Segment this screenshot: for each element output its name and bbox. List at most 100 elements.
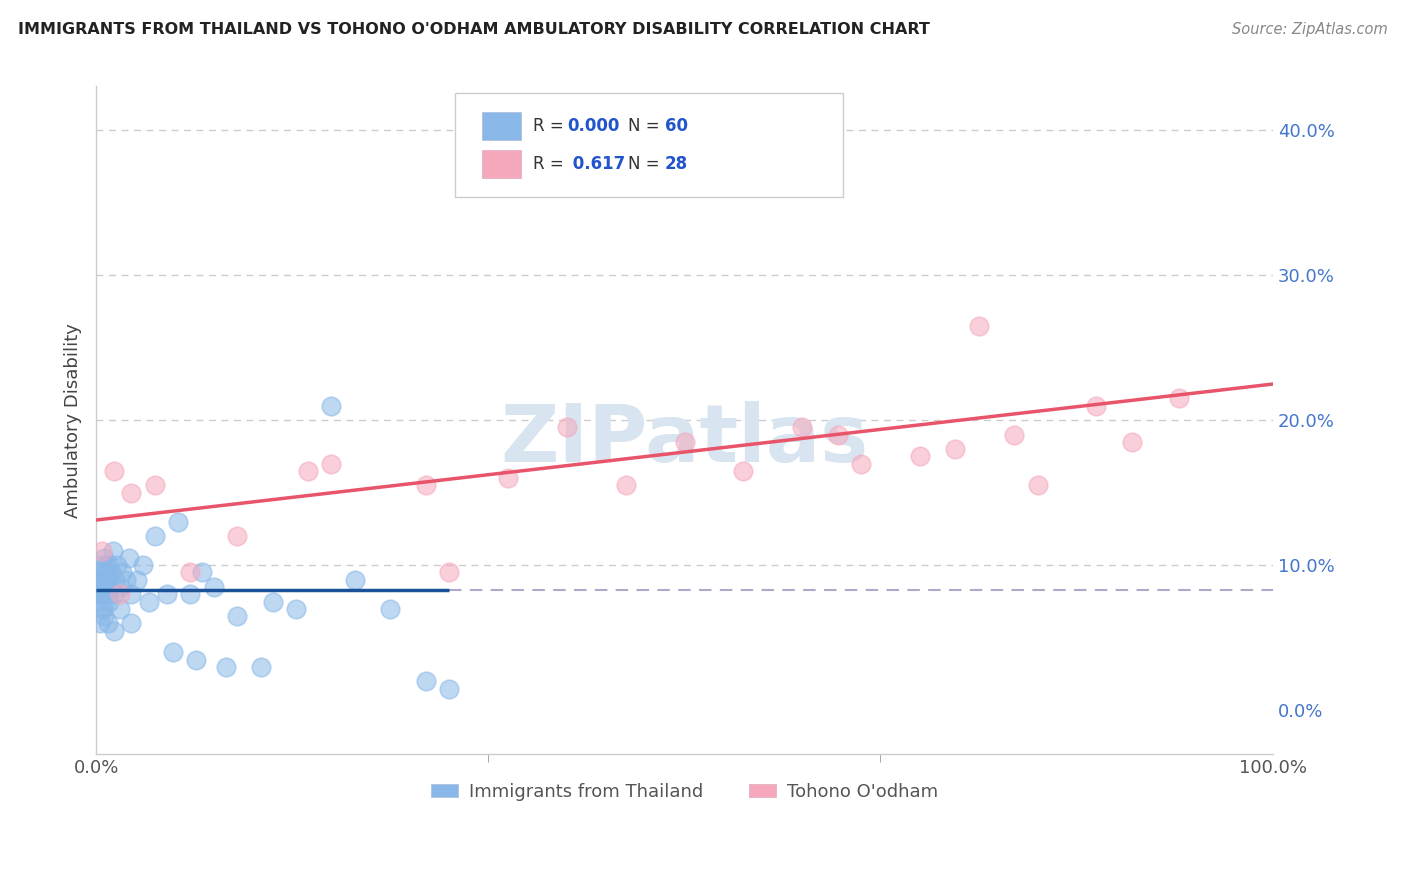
Point — [108, 601, 131, 615]
Text: 0.617: 0.617 — [567, 155, 626, 173]
Point — [1167, 392, 1189, 406]
Point — [156, 587, 179, 601]
Point — [98, 558, 121, 573]
Point — [733, 464, 755, 478]
Point — [96, 580, 118, 594]
Point — [250, 660, 273, 674]
Point — [1121, 434, 1143, 449]
Legend: Immigrants from Thailand, Tohono O'odham: Immigrants from Thailand, Tohono O'odham — [425, 776, 945, 808]
Point — [285, 601, 308, 615]
Point — [162, 645, 184, 659]
FancyBboxPatch shape — [482, 151, 522, 178]
Point — [89, 616, 111, 631]
Point — [91, 601, 114, 615]
Point — [226, 609, 249, 624]
Point — [91, 573, 114, 587]
Point — [97, 573, 120, 587]
Point — [415, 478, 437, 492]
Point — [90, 558, 112, 573]
Point — [111, 566, 134, 580]
Point — [908, 450, 931, 464]
Text: N =: N = — [628, 155, 665, 173]
Point — [179, 587, 201, 601]
Point — [89, 587, 111, 601]
Point — [138, 594, 160, 608]
Point — [415, 674, 437, 689]
Text: 28: 28 — [665, 155, 688, 173]
Text: R =: R = — [533, 155, 569, 173]
Text: Source: ZipAtlas.com: Source: ZipAtlas.com — [1232, 22, 1388, 37]
FancyBboxPatch shape — [456, 93, 844, 196]
Point — [108, 580, 131, 594]
Point — [344, 573, 367, 587]
Point — [94, 573, 117, 587]
Text: 60: 60 — [665, 117, 688, 135]
FancyBboxPatch shape — [482, 112, 522, 140]
Point — [120, 485, 142, 500]
Point — [179, 566, 201, 580]
Point — [1085, 399, 1108, 413]
Point — [967, 318, 990, 333]
Point — [87, 573, 110, 587]
Point — [127, 573, 149, 587]
Point — [555, 420, 578, 434]
Point — [86, 580, 108, 594]
Point — [132, 558, 155, 573]
Point — [120, 587, 142, 601]
Point — [101, 543, 124, 558]
Point — [104, 573, 127, 587]
Point — [143, 529, 166, 543]
Point — [94, 587, 117, 601]
Point — [118, 551, 141, 566]
Point — [93, 609, 115, 624]
Point — [91, 543, 114, 558]
Point — [89, 566, 111, 580]
Point — [827, 427, 849, 442]
Point — [97, 616, 120, 631]
Point — [93, 551, 115, 566]
Point — [91, 580, 114, 594]
Point — [1002, 427, 1025, 442]
Point — [321, 399, 343, 413]
Text: 0.000: 0.000 — [567, 117, 619, 135]
Point — [114, 573, 136, 587]
Point — [792, 420, 814, 434]
Point — [380, 601, 402, 615]
Point — [103, 464, 125, 478]
Point — [87, 594, 110, 608]
Point — [90, 573, 112, 587]
Point — [96, 558, 118, 573]
Point — [202, 580, 225, 594]
Point — [98, 594, 121, 608]
Point — [105, 558, 128, 573]
Text: ZIPatlas: ZIPatlas — [501, 401, 869, 479]
Point — [186, 652, 208, 666]
Point — [262, 594, 284, 608]
Point — [226, 529, 249, 543]
Point — [97, 587, 120, 601]
Point — [100, 566, 122, 580]
Point — [1026, 478, 1049, 492]
Point — [91, 601, 114, 615]
Point — [143, 478, 166, 492]
Point — [437, 566, 460, 580]
Point — [103, 587, 125, 601]
Point — [120, 616, 142, 631]
Point — [108, 587, 131, 601]
Text: IMMIGRANTS FROM THAILAND VS TOHONO O'ODHAM AMBULATORY DISABILITY CORRELATION CHA: IMMIGRANTS FROM THAILAND VS TOHONO O'ODH… — [18, 22, 931, 37]
Point — [93, 587, 115, 601]
Point — [297, 464, 319, 478]
Point — [321, 457, 343, 471]
Point — [87, 587, 110, 601]
Point — [167, 515, 190, 529]
Point — [496, 471, 519, 485]
Text: R =: R = — [533, 117, 569, 135]
Point — [650, 159, 672, 173]
Point — [614, 478, 637, 492]
Y-axis label: Ambulatory Disability: Ambulatory Disability — [65, 323, 82, 517]
Point — [214, 660, 236, 674]
Point — [191, 566, 214, 580]
Text: N =: N = — [628, 117, 665, 135]
Point — [943, 442, 966, 457]
Point — [94, 566, 117, 580]
